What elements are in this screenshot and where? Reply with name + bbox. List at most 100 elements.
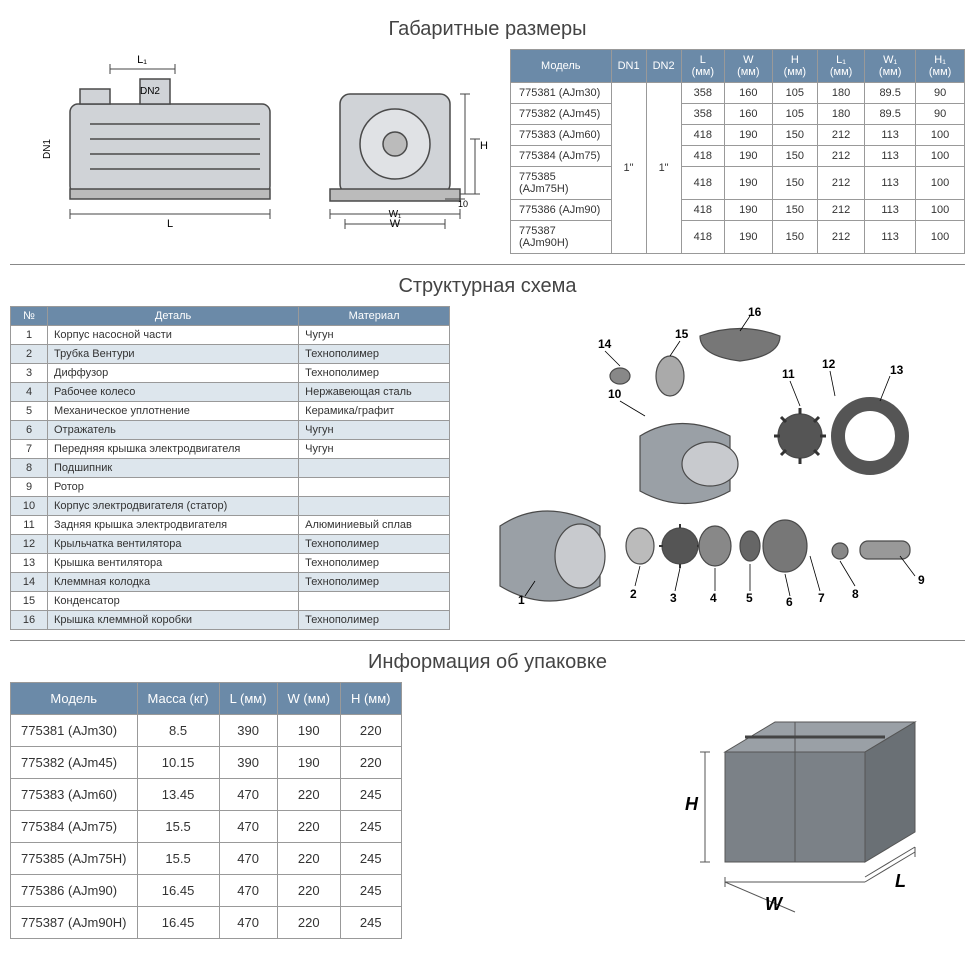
parts-num: 16	[11, 611, 48, 630]
parts-row: 15Конденсатор	[11, 592, 450, 611]
section-packaging: Информация об упаковке МодельМасса (кг)L…	[10, 651, 965, 939]
box-H: H	[685, 794, 699, 814]
dim-col: W₁ (мм)	[865, 50, 916, 83]
pack-mass: 15.5	[137, 811, 219, 843]
dim-cell: 105	[772, 104, 817, 125]
parts-material: Чугун	[299, 326, 450, 345]
dim-row: 775383 (AJm60)418190150212113100	[511, 125, 965, 146]
parts-row: 14Клеммная колодкаТехнополимер	[11, 573, 450, 592]
svg-text:16: 16	[748, 306, 762, 319]
parts-row: 4Рабочее колесоНержавеющая сталь	[11, 383, 450, 402]
dim-cell: 190	[724, 221, 772, 254]
dim-cell: 150	[772, 167, 817, 200]
parts-material: Технополимер	[299, 364, 450, 383]
dim-cell: 90	[916, 104, 965, 125]
dim-cell: 212	[818, 146, 865, 167]
parts-row: 13Крышка вентилятораТехнополимер	[11, 554, 450, 573]
pack-col: H (мм)	[340, 683, 401, 715]
parts-num: 12	[11, 535, 48, 554]
dim-cell: 418	[681, 167, 724, 200]
parts-name: Корпус электродвигателя (статор)	[48, 497, 299, 516]
svg-text:3: 3	[670, 591, 677, 605]
dim-DN1: DN1	[42, 139, 53, 159]
dim-row: 775387 (AJm90H)418190150212113100	[511, 221, 965, 254]
pack-model: 775386 (AJm90)	[11, 875, 138, 907]
dim-cell: 100	[916, 221, 965, 254]
dim-cell: 160	[724, 104, 772, 125]
dim-cell: 150	[772, 146, 817, 167]
packaging-title: Информация об упаковке	[10, 651, 965, 674]
parts-name: Ротор	[48, 478, 299, 497]
dim-cell: 113	[865, 200, 916, 221]
parts-name: Отражатель	[48, 421, 299, 440]
dim-row: 775385 (AJm75H)418190150212113100	[511, 167, 965, 200]
dim-ten: 10	[458, 199, 468, 209]
dim-model: 775383 (AJm60)	[511, 125, 612, 146]
parts-material: Чугун	[299, 421, 450, 440]
parts-col: №	[11, 307, 48, 326]
pack-row: 775384 (AJm75)15.5470220245	[11, 811, 402, 843]
svg-text:9: 9	[918, 573, 925, 587]
parts-num: 9	[11, 478, 48, 497]
dim-W1: W₁	[389, 209, 402, 220]
dimensions-table: МодельDN1DN2L (мм)W (мм)H (мм)L₁ (мм)W₁ …	[510, 49, 965, 254]
parts-num: 13	[11, 554, 48, 573]
dim-cell: 100	[916, 200, 965, 221]
svg-text:6: 6	[786, 595, 793, 606]
dim-cell: 418	[681, 200, 724, 221]
svg-text:10: 10	[608, 387, 622, 401]
parts-material	[299, 592, 450, 611]
svg-text:1: 1	[518, 593, 525, 606]
pack-row: 775381 (AJm30)8.5390190220	[11, 715, 402, 747]
exploded-diagram: 141516 10111213 123 456 789	[470, 306, 940, 606]
pack-model: 775382 (AJm45)	[11, 747, 138, 779]
pack-L: 470	[219, 907, 277, 939]
pack-mass: 15.5	[137, 843, 219, 875]
svg-text:13: 13	[890, 363, 904, 377]
dim-cell: 180	[818, 83, 865, 104]
parts-material: Нержавеющая сталь	[299, 383, 450, 402]
parts-row: 9Ротор	[11, 478, 450, 497]
dim-dn2: 1"	[646, 83, 681, 254]
parts-row: 6ОтражательЧугун	[11, 421, 450, 440]
parts-num: 1	[11, 326, 48, 345]
dim-row: 775381 (AJm30)1"1"35816010518089.590	[511, 83, 965, 104]
parts-name: Корпус насосной части	[48, 326, 299, 345]
pack-model: 775385 (AJm75H)	[11, 843, 138, 875]
pack-mass: 13.45	[137, 779, 219, 811]
parts-name: Трубка Вентури	[48, 345, 299, 364]
packaging-table: МодельМасса (кг)L (мм)W (мм)H (мм) 77538…	[10, 682, 402, 939]
dim-row: 775382 (AJm45)35816010518089.590	[511, 104, 965, 125]
dim-cell: 212	[818, 125, 865, 146]
pack-mass: 8.5	[137, 715, 219, 747]
pack-L: 470	[219, 779, 277, 811]
pack-row: 775387 (AJm90H)16.45470220245	[11, 907, 402, 939]
dim-col: H (мм)	[772, 50, 817, 83]
pack-mass: 16.45	[137, 907, 219, 939]
dim-cell: 180	[818, 104, 865, 125]
parts-row: 7Передняя крышка электродвигателяЧугун	[11, 440, 450, 459]
dim-col: H₁ (мм)	[916, 50, 965, 83]
dim-cell: 100	[916, 146, 965, 167]
parts-name: Передняя крышка электродвигателя	[48, 440, 299, 459]
parts-material	[299, 459, 450, 478]
svg-text:7: 7	[818, 591, 825, 605]
svg-text:12: 12	[822, 357, 836, 371]
dim-model: 775387 (AJm90H)	[511, 221, 612, 254]
dim-model: 775384 (AJm75)	[511, 146, 612, 167]
parts-name: Диффузор	[48, 364, 299, 383]
pack-mass: 10.15	[137, 747, 219, 779]
pack-H: 245	[340, 779, 401, 811]
box-L: L	[895, 871, 906, 891]
parts-name: Механическое уплотнение	[48, 402, 299, 421]
parts-name: Задняя крышка электродвигателя	[48, 516, 299, 535]
parts-num: 6	[11, 421, 48, 440]
pack-row: 775382 (AJm45)10.15390190220	[11, 747, 402, 779]
pack-L: 390	[219, 715, 277, 747]
pack-L: 390	[219, 747, 277, 779]
dim-H: H	[480, 140, 488, 152]
dim-cell: 418	[681, 125, 724, 146]
parts-num: 2	[11, 345, 48, 364]
box-diagram: H W L	[635, 682, 965, 932]
dim-DN2: DN2	[140, 86, 160, 97]
